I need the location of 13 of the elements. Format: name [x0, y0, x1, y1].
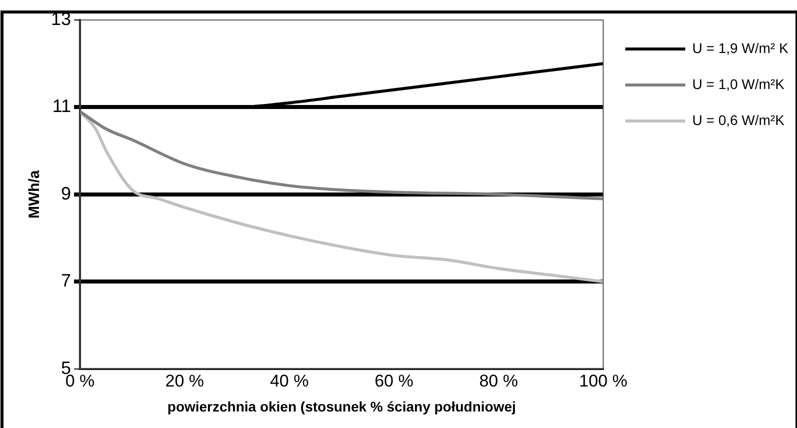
x-axis-title: powierzchnia okien (stosunek % ściany południowej: [167, 398, 516, 414]
x-tick-label: 80 %: [479, 372, 518, 391]
x-tick-label: 100 %: [579, 372, 628, 391]
legend-label: U = 1,9 W/m² K: [692, 40, 789, 56]
y-tick-label: 9: [61, 183, 72, 204]
y-tick-label: 11: [52, 96, 72, 116]
x-tick-label: 60 %: [374, 372, 414, 391]
y-tick-label: 7: [61, 270, 72, 291]
x-tick-label: 40 %: [270, 372, 309, 391]
x-tick-label: 20 %: [165, 372, 204, 391]
legend-label: U = 1,0 W/m²K: [692, 76, 786, 92]
legend-label: U = 0,6 W/m²K: [692, 112, 786, 128]
y-axis-title: MWh/a: [26, 170, 44, 219]
